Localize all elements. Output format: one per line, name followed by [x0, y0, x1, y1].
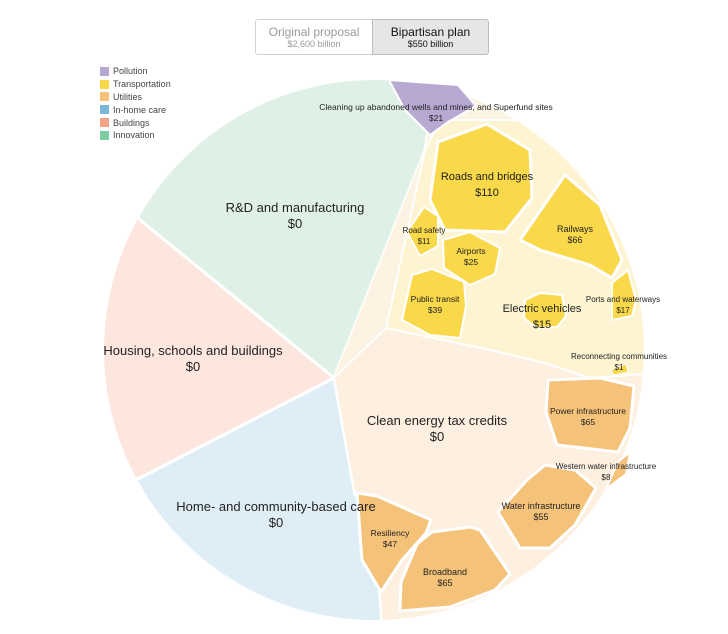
value-road-safety: $11 [418, 237, 431, 246]
label-cleaning-up-wells: Cleaning up abandoned wells and mines, a… [319, 102, 552, 112]
cell-road-safety[interactable] [406, 206, 439, 257]
bipartisan-plan-title: Bipartisan plan [390, 25, 471, 39]
cell-utilities-bg[interactable] [333, 327, 700, 634]
value-resiliency: $47 [383, 539, 397, 549]
transportation-group [401, 122, 637, 376]
cell-western-water-infrastructure[interactable] [605, 451, 631, 490]
label-roads-and-bridges: Roads and bridges [441, 171, 534, 183]
value-broadband: $65 [437, 578, 452, 588]
label-public-transit: Public transit [411, 294, 460, 304]
value-ports-and-waterways: $17 [616, 306, 630, 315]
cell-cleaning-up-wells[interactable] [388, 79, 477, 136]
legend-item-transportation: Transportation [100, 78, 171, 91]
cell-public-transit[interactable] [401, 268, 467, 339]
label-western-water-infrastructure: Western water infrastructure [556, 462, 657, 471]
original-proposal-amount: $2,600 billion [287, 39, 341, 49]
label-reconnecting-communities: Reconnecting communities [571, 352, 667, 361]
legend-item-innovation: Innovation [100, 129, 171, 142]
label-home-and-community-based-care: Home- and community-based care [176, 499, 375, 514]
label-resiliency: Resiliency [371, 528, 410, 538]
cell-ports-and-waterways[interactable] [611, 269, 637, 321]
cell-resiliency[interactable] [355, 491, 433, 594]
legend-item-buildings: Buildings [100, 116, 171, 129]
legend-label-transportation: Transportation [113, 79, 171, 90]
label-electric-vehicles: Electric vehicles [503, 303, 582, 315]
legend-label-in-home-care: In-home care [113, 104, 167, 115]
legend-label-pollution: Pollution [113, 66, 148, 77]
legend-item-in-home-care: In-home care [100, 103, 171, 116]
value-power-infrastructure: $65 [581, 417, 595, 427]
cell-power-infrastructure[interactable] [544, 376, 636, 454]
legend-swatch-utilities [100, 92, 109, 102]
value-reconnecting-communities: $1 [615, 363, 624, 372]
value-housing-schools-and-buildings: $0 [186, 359, 200, 374]
value-western-water-infrastructure: $8 [602, 473, 611, 482]
original-proposal-title: Original proposal [268, 25, 360, 39]
value-rd-and-manufacturing: $0 [288, 216, 302, 231]
bipartisan-plan-amount: $550 billion [407, 39, 454, 49]
label-broadband: Broadband [423, 567, 467, 577]
legend-label-buildings: Buildings [113, 117, 150, 128]
value-public-transit: $39 [428, 305, 442, 315]
label-housing-schools-and-buildings: Housing, schools and buildings [103, 343, 283, 358]
cell-railways[interactable] [518, 173, 624, 280]
original-proposal-button[interactable]: Original proposal $2,600 billion [255, 19, 372, 55]
label-power-infrastructure: Power infrastructure [550, 406, 626, 416]
label-rd-and-manufacturing: R&D and manufacturing [226, 200, 365, 215]
label-railways: Railways [557, 224, 594, 234]
utilities-group [355, 376, 636, 613]
value-railways: $66 [567, 235, 582, 245]
legend-item-utilities: Utilities [100, 91, 171, 104]
legend-swatch-pollution [100, 66, 109, 76]
legend-item-pollution: Pollution [100, 65, 171, 78]
value-airports: $25 [464, 257, 478, 267]
label-road-safety: Road safety [403, 226, 446, 235]
legend: Pollution Transportation Utilities In-ho… [100, 65, 171, 142]
plan-toggle: Original proposal $2,600 billion Biparti… [255, 19, 489, 55]
legend-swatch-buildings [100, 118, 109, 128]
cell-airports[interactable] [442, 231, 501, 286]
cell-reconnecting-communities[interactable] [610, 363, 629, 376]
value-electric-vehicles: $15 [533, 319, 551, 331]
value-water-infrastructure: $55 [533, 512, 548, 522]
label-water-infrastructure: Water infrastructure [502, 501, 581, 511]
legend-swatch-in-home-care [100, 105, 109, 115]
cell-water-infrastructure[interactable] [496, 463, 598, 550]
cell-broadband[interactable] [398, 525, 512, 613]
value-clean-energy-tax-credits: $0 [430, 429, 444, 444]
label-clean-energy-tax-credits: Clean energy tax credits [367, 413, 508, 428]
pollution-group [388, 79, 477, 136]
legend-swatch-transportation [100, 79, 109, 89]
cell-roads-and-bridges[interactable] [428, 122, 534, 234]
legend-label-utilities: Utilities [113, 91, 143, 102]
label-airports: Airports [456, 246, 485, 256]
cell-electric-vehicles[interactable] [523, 292, 567, 329]
legend-swatch-innovation [100, 130, 109, 140]
value-home-and-community-based-care: $0 [269, 515, 283, 530]
value-cleaning-up-wells: $21 [429, 113, 443, 123]
label-ports-and-waterways: Ports and waterways [586, 295, 660, 304]
value-roads-and-bridges: $110 [475, 187, 499, 199]
legend-label-innovation: Innovation [113, 130, 155, 141]
bipartisan-plan-button[interactable]: Bipartisan plan $550 billion [372, 19, 489, 55]
